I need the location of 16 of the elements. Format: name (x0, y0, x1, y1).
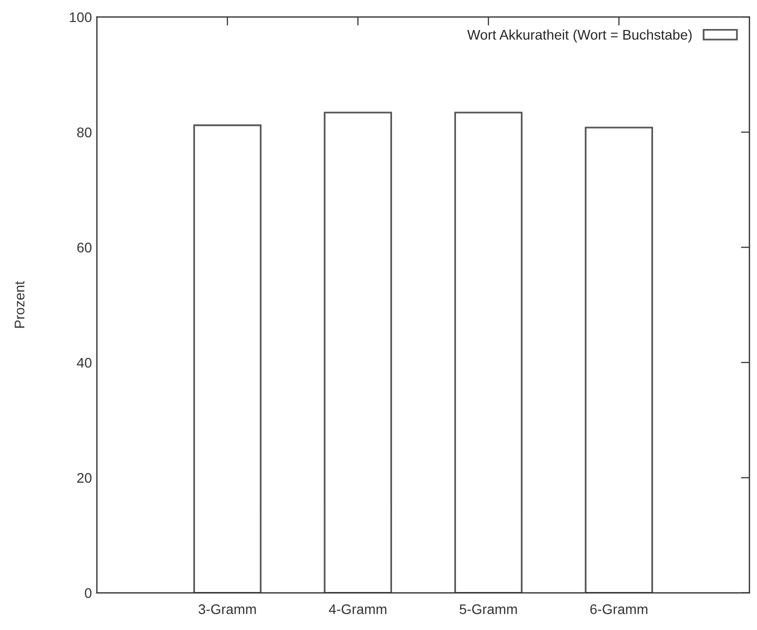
bar (324, 112, 392, 593)
y-tick-label: 80 (77, 128, 92, 138)
x-tick-label: 5-Gramm (460, 604, 517, 614)
x-tick-label: 4-Gramm (328, 604, 386, 614)
x-tick-label: 3-Gramm (198, 604, 256, 614)
bar (454, 112, 523, 593)
y-tick-label: 40 (76, 358, 92, 368)
y-tick-label: 100 (70, 12, 92, 22)
y-tick-label: 60 (77, 242, 92, 253)
bar (584, 126, 654, 593)
y-tick-label: 20 (77, 473, 92, 483)
x-tick-label: 6-Gramm (590, 604, 648, 614)
y-tick-label: 0 (84, 588, 92, 598)
bar (193, 124, 262, 593)
y-axis-title: Prozent (14, 281, 24, 328)
legend-label: Wort Akkuratheit (Wort = Buchstabe) (467, 30, 692, 42)
